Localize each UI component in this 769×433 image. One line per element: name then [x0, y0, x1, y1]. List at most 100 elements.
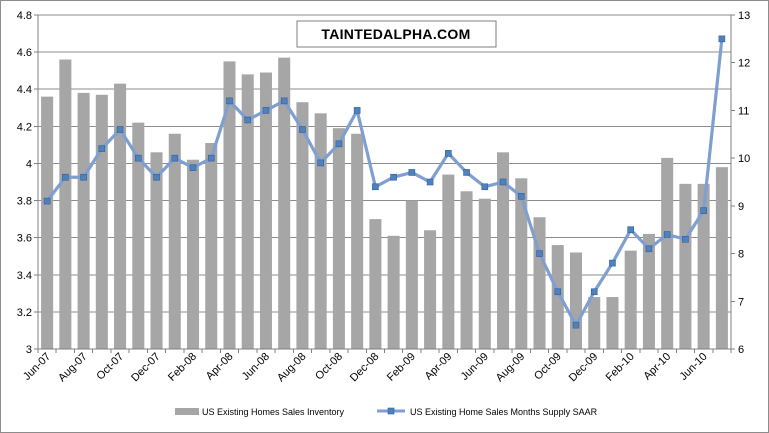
point-Jun-10 — [700, 207, 707, 214]
bar-Feb-08 — [186, 159, 200, 349]
bar-Sep-07 — [95, 94, 108, 350]
point-Mar-08 — [207, 154, 215, 162]
point-Sep-08 — [317, 159, 324, 167]
y-left-tick-label: 4.8 — [17, 10, 32, 22]
x-tick-label: Apr-09 — [423, 351, 455, 383]
x-tick-label: Feb-08 — [166, 351, 199, 384]
y-axis-right-labels: 6 7 8 9 10 11 12 13 — [738, 10, 750, 356]
point-Jan-10 — [609, 259, 616, 267]
x-tick-label: Feb-09 — [385, 351, 418, 384]
legend-swatch-marker — [387, 407, 395, 415]
y-right-tick-label: 9 — [738, 201, 744, 213]
point-Aug-07 — [80, 173, 87, 181]
point-May-09 — [463, 169, 470, 176]
point-Dec-07 — [153, 173, 160, 181]
point-Jul-09 — [499, 178, 507, 186]
y-left-tick-label: 4 — [26, 158, 32, 170]
x-tick-label: Apr-08 — [204, 351, 236, 383]
bar-Jun-09 — [478, 198, 491, 349]
bar-Jun-08 — [259, 72, 272, 350]
legend-label-inventory: US Existing Homes Sales Inventory — [202, 407, 345, 417]
months-supply-polyline — [45, 38, 724, 327]
axes — [34, 14, 735, 353]
bar-Jun-10 — [697, 183, 710, 349]
point-Sep-07 — [98, 145, 106, 152]
x-tick-label: Feb-10 — [604, 351, 637, 384]
bar-May-08 — [241, 74, 254, 349]
y-right-tick-label: 11 — [738, 105, 749, 117]
y-right-tick-label: 7 — [738, 296, 744, 308]
y-right-tick-label: 6 — [738, 344, 744, 356]
y-left-tick-label: 3.8 — [17, 196, 32, 208]
x-tick-label: Aug-08 — [275, 351, 309, 385]
bar-Aug-09 — [515, 178, 528, 349]
bar-Jul-10 — [715, 167, 728, 349]
x-axis-labels: Jun-07 Aug-07 Oct-07 Dec-07 Feb-08 Apr-08 Jun-… — [21, 351, 710, 385]
bar-Aug-07 — [77, 92, 90, 349]
point-Jun-09 — [481, 183, 489, 191]
point-Dec-09 — [590, 288, 598, 296]
y-right-tick-label: 10 — [738, 153, 750, 165]
point-Aug-09 — [517, 193, 525, 200]
bar-Mar-08 — [205, 143, 218, 349]
point-Feb-10 — [627, 226, 634, 234]
point-Apr-10 — [663, 231, 671, 238]
bar-Nov-07 — [132, 122, 145, 349]
legend: US Existing Homes Sales Inventory US Exi… — [175, 407, 598, 417]
bar-Apr-08 — [223, 61, 236, 350]
point-Jun-07 — [43, 197, 51, 205]
x-tick-label: Aug-09 — [494, 351, 528, 385]
bar-Feb-09 — [405, 200, 418, 349]
y-right-tick-label: 12 — [738, 58, 750, 70]
bar-Sep-08 — [314, 113, 327, 349]
x-tick-label: Oct-08 — [313, 351, 345, 383]
bar-Mar-09 — [424, 230, 437, 349]
y-right-tick-label: 13 — [738, 10, 750, 22]
point-Mar-09 — [426, 178, 434, 186]
x-tick-label: Jun-10 — [677, 351, 709, 383]
y-left-tick-label: 4.4 — [17, 84, 32, 96]
point-Nov-09 — [572, 321, 580, 329]
y-left-tick-label: 4.6 — [17, 47, 32, 59]
point-Apr-08 — [226, 97, 233, 105]
bar-May-09 — [460, 191, 473, 349]
point-Oct-09 — [554, 288, 562, 296]
point-Apr-09 — [445, 150, 452, 157]
logo-box — [296, 20, 497, 48]
point-Aug-08 — [299, 126, 306, 133]
y-left-tick-label: 3.6 — [17, 233, 32, 245]
logo-text: TAINTEDALPHA.COM — [321, 26, 470, 42]
inventory-bars — [41, 57, 728, 350]
point-Jan-08 — [171, 154, 179, 162]
months-supply-line — [43, 35, 726, 329]
y-left-tick-label: 3.4 — [17, 270, 32, 282]
y-left-tick-label: 3 — [26, 344, 32, 356]
x-tick-label: Apr-10 — [641, 351, 673, 383]
x-tick-label: Aug-07 — [56, 351, 90, 385]
point-Oct-07 — [116, 126, 124, 133]
point-May-10 — [682, 235, 689, 243]
y-axis-left-labels: 3 3.2 3.4 3.6 3.8 4 4.2 4.4 4.6 4.8 — [17, 10, 32, 356]
bar-Sep-09 — [533, 217, 546, 349]
point-Sep-09 — [536, 250, 543, 257]
bar-Dec-08 — [369, 219, 382, 349]
point-Mar-10 — [645, 245, 653, 253]
point-Nov-07 — [135, 154, 142, 162]
logo: TAINTEDALPHA.COM — [296, 20, 497, 48]
point-Jan-09 — [390, 173, 397, 181]
x-tick-label: Dec-07 — [129, 351, 163, 385]
bar-May-10 — [679, 183, 692, 349]
bar-Nov-08 — [351, 133, 364, 349]
point-Jul-10 — [718, 35, 726, 43]
x-tick-label: Jun-08 — [240, 351, 272, 383]
point-Nov-08 — [353, 107, 361, 114]
y-left-tick-label: 3.2 — [17, 307, 32, 319]
x-tick-label: Oct-09 — [532, 351, 564, 383]
legend-label-months-supply: US Existing Home Sales Months Supply SAA… — [410, 407, 598, 417]
bar-Feb-10 — [624, 250, 637, 349]
point-Jul-07 — [62, 173, 69, 181]
bar-Jun-07 — [41, 96, 54, 350]
bar-Jan-10 — [606, 297, 619, 349]
